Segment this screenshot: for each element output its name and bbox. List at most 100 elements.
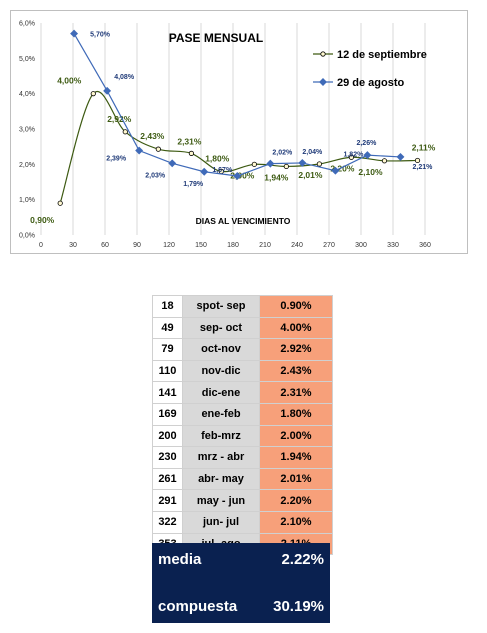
data-point-29-agosto xyxy=(396,152,405,161)
data-point-29-agosto xyxy=(363,151,372,160)
data-label-12-septiembre: 1,94% xyxy=(264,172,289,182)
x-tick-label: 30 xyxy=(69,242,77,249)
rate-cell: 2.01% xyxy=(259,467,333,491)
y-tick-label: 1,0% xyxy=(19,197,35,204)
data-point-29-agosto xyxy=(200,167,209,176)
data-point-12-septiembre xyxy=(90,91,96,97)
rate-table: 18 spot- sep 0.90% 49 sep- oct 4.00% 79 oct-nov… xyxy=(152,295,333,556)
data-label-12-septiembre: 1,80% xyxy=(205,153,230,163)
data-label-29-agosto: 2,02% xyxy=(272,150,293,157)
rate-table-body: 18 spot- sep 0.90% 49 sep- oct 4.00% 79 oct-nov… xyxy=(152,295,333,556)
summary-box: media 2.22% compuesta 30.19% xyxy=(152,543,330,623)
data-point-29-agosto xyxy=(70,29,79,38)
table-row: 49 sep- oct 4.00% xyxy=(152,316,333,340)
data-point-12-septiembre xyxy=(348,154,354,160)
rate-cell: 2.20% xyxy=(259,489,333,512)
y-tick-label: 4,0% xyxy=(19,91,35,98)
days-cell: 322 xyxy=(152,510,183,534)
y-tick-label: 6,0% xyxy=(19,21,35,28)
data-point-29-agosto xyxy=(266,159,275,168)
line-chart: 0 30 60 90 120 150 180 210 240 270 300 330 360 0,0% 1,… xyxy=(19,21,436,250)
data-point-29-agosto xyxy=(168,159,177,168)
days-cell: 230 xyxy=(152,446,183,469)
x-tick-label: 150 xyxy=(195,242,207,249)
days-cell: 261 xyxy=(152,467,183,491)
table-row: 200 feb-mrz 2.00% xyxy=(152,424,333,448)
data-label-29-agosto: 1,79% xyxy=(183,181,204,188)
table-row: 230 mrz - abr 1.94% xyxy=(152,446,333,469)
legend-label-12-septiembre: 12 de septiembre xyxy=(337,49,427,61)
data-point-29-agosto xyxy=(331,166,340,175)
media-label: media xyxy=(158,551,202,568)
table-row: 169 ene-feb 1.80% xyxy=(152,402,333,426)
legend-label-29-agosto: 29 de agosto xyxy=(337,77,405,89)
x-tick-label: 270 xyxy=(323,242,335,249)
data-point-12-septiembre xyxy=(251,161,257,167)
x-axis-label: DIAS AL VENCIMIENTO xyxy=(196,216,291,226)
period-cell: spot- sep xyxy=(182,295,260,318)
table-row: 79 oct-nov 2.92% xyxy=(152,338,333,361)
legend-marker-12-septiembre xyxy=(320,51,326,57)
table-row: 18 spot- sep 0.90% xyxy=(152,295,333,318)
period-cell: abr- may xyxy=(182,467,260,491)
compuesta-row: compuesta 30.19% xyxy=(158,598,324,615)
rate-cell: 2.00% xyxy=(259,424,333,448)
period-cell: ene-feb xyxy=(182,402,260,426)
data-label-29-agosto: 4,08% xyxy=(114,74,135,81)
data-point-12-septiembre xyxy=(283,163,289,170)
data-label-12-septiembre: 2,00% xyxy=(230,170,255,180)
period-cell: oct-nov xyxy=(182,338,260,361)
x-tick-label: 120 xyxy=(163,242,175,249)
period-cell: may - jun xyxy=(182,489,260,512)
table-row: 322 jun- jul 2.10% xyxy=(152,510,333,534)
rate-cell: 1.94% xyxy=(259,446,333,469)
x-tick-label: 240 xyxy=(291,242,303,249)
y-tick-label: 5,0% xyxy=(19,56,35,63)
days-cell: 200 xyxy=(152,424,183,448)
rate-cell: 2.10% xyxy=(259,510,333,534)
data-label-12-septiembre: 2,31% xyxy=(177,136,202,146)
days-cell: 18 xyxy=(152,295,183,318)
data-label-12-septiembre: 2,92% xyxy=(107,114,132,124)
data-label-12-septiembre: 0,90% xyxy=(30,215,55,225)
days-cell: 79 xyxy=(152,338,183,361)
data-point-29-agosto xyxy=(135,146,144,155)
data-label-29-agosto: 2,04% xyxy=(302,149,323,156)
x-tick-label: 300 xyxy=(355,242,367,249)
period-cell: jun- jul xyxy=(182,510,260,534)
compuesta-label: compuesta xyxy=(158,598,238,615)
data-point-12-septiembre xyxy=(381,158,388,164)
y-tick-label: 2,0% xyxy=(19,162,35,169)
data-point-12-septiembre xyxy=(57,200,63,206)
data-label-12-septiembre: 2,10% xyxy=(358,167,383,177)
rate-cell: 2.92% xyxy=(259,338,333,361)
data-label-29-agosto: 2,21% xyxy=(413,164,434,171)
data-point-29-agosto xyxy=(103,86,112,95)
period-cell: feb-mrz xyxy=(182,424,260,448)
x-tick-label: 180 xyxy=(227,242,239,249)
data-point-12-septiembre xyxy=(316,161,322,167)
rate-cell: 1.80% xyxy=(259,402,333,426)
x-tick-label: 210 xyxy=(259,242,271,249)
data-label-12-septiembre: 2,11% xyxy=(412,142,436,152)
data-label-12-septiembre: 2,01% xyxy=(298,170,323,180)
legend-marker-29-agosto xyxy=(319,78,327,86)
data-label-29-agosto: 1,82% xyxy=(343,152,364,159)
compuesta-value: 30.19% xyxy=(273,598,324,615)
days-cell: 169 xyxy=(152,402,183,426)
days-cell: 110 xyxy=(152,359,183,383)
data-point-12-septiembre xyxy=(155,146,161,152)
media-value: 2.22% xyxy=(281,551,324,568)
data-label-29-agosto: 2,03% xyxy=(145,172,166,179)
x-tick-label: 330 xyxy=(387,242,399,249)
chart-title: PASE MENSUAL xyxy=(169,31,263,45)
rate-cell: 2.43% xyxy=(259,359,333,383)
data-point-12-septiembre xyxy=(414,157,421,164)
x-tick-label: 60 xyxy=(101,242,109,249)
period-cell: mrz - abr xyxy=(182,446,260,469)
period-cell: nov-dic xyxy=(182,359,260,383)
y-tick-label: 3,0% xyxy=(19,127,35,134)
data-label-12-septiembre: 2,43% xyxy=(140,131,165,141)
days-cell: 141 xyxy=(152,381,183,404)
media-row: media 2.22% xyxy=(158,551,324,568)
